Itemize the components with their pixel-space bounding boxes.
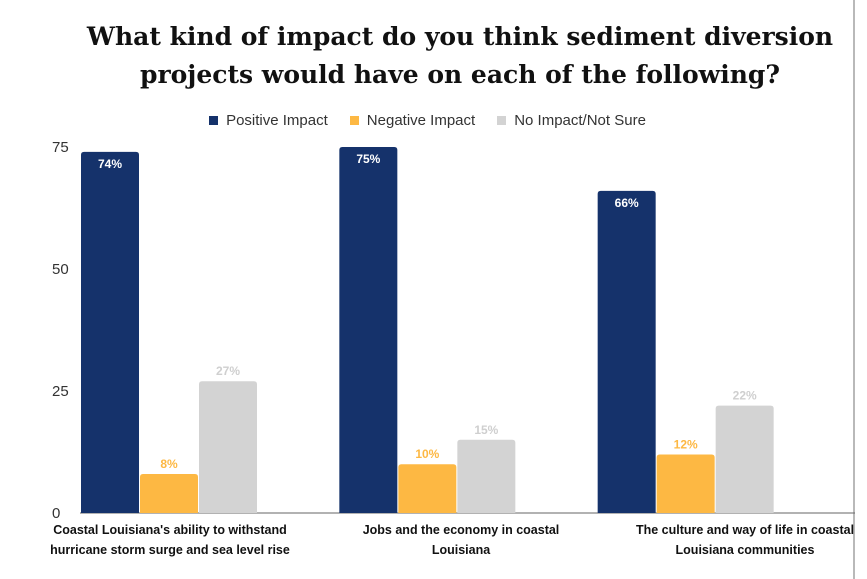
data-label-no-impact: 15% [474, 423, 498, 437]
legend-swatch-no-impact [497, 116, 507, 125]
y-tick-label: 75 [52, 139, 69, 156]
y-tick-label: 25 [52, 383, 69, 400]
bar-no-impact [199, 381, 257, 513]
legend-swatch-negative [349, 116, 359, 125]
bar-positive [339, 147, 398, 513]
bar-negative [656, 454, 715, 513]
bar-no-impact [715, 405, 774, 513]
legend-item-negative: Negative Impact [349, 112, 476, 129]
legend-label-positive: Positive Impact [226, 112, 328, 129]
legend-label-no-impact: No Impact/Not Sure [514, 112, 646, 129]
category-label-jobs-economy: Jobs and the economy in coastal Louisian… [362, 523, 560, 557]
y-tick-label: 0 [52, 505, 60, 522]
legend-item-positive: Positive Impact [209, 112, 328, 129]
data-label-negative: 10% [415, 447, 439, 461]
legend-swatch-positive [209, 116, 219, 125]
data-label-positive: 75% [356, 152, 380, 166]
data-label-positive: 74% [98, 157, 122, 171]
bar-positive [597, 190, 656, 514]
bar-no-impact [457, 439, 516, 513]
bar-negative [398, 464, 457, 513]
data-label-no-impact: 27% [216, 364, 240, 378]
data-label-negative: 12% [674, 437, 698, 451]
category-label-culture: The culture and way of life in coastal L… [635, 523, 855, 557]
y-tick-label: 50 [52, 261, 69, 278]
data-label-positive: 66% [615, 196, 639, 210]
chart-title: What kind of impact do you think sedimen… [86, 22, 834, 89]
legend-item-no-impact: No Impact/Not Sure [497, 112, 646, 129]
legend-label-negative: Negative Impact [366, 112, 476, 129]
bar-negative [140, 473, 198, 513]
bar-positive [81, 151, 139, 513]
data-label-negative: 8% [160, 457, 178, 471]
data-label-no-impact: 22% [733, 389, 757, 403]
chart-legend: Positive Impact Negative Impact No Impac… [0, 112, 855, 129]
category-label-storm-surge: Coastal Louisiana's ability to withstand… [50, 523, 290, 557]
